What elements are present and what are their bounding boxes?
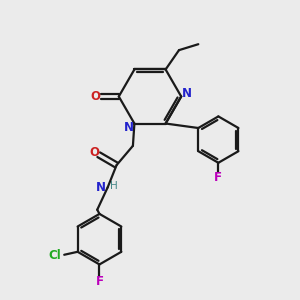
Text: O: O [90, 90, 100, 103]
Text: F: F [214, 170, 222, 184]
Text: F: F [95, 275, 104, 288]
Text: N: N [182, 87, 192, 100]
Text: N: N [96, 181, 106, 194]
Text: N: N [124, 122, 134, 134]
Text: H: H [110, 181, 118, 191]
Text: Cl: Cl [48, 249, 61, 262]
Text: O: O [89, 146, 99, 159]
